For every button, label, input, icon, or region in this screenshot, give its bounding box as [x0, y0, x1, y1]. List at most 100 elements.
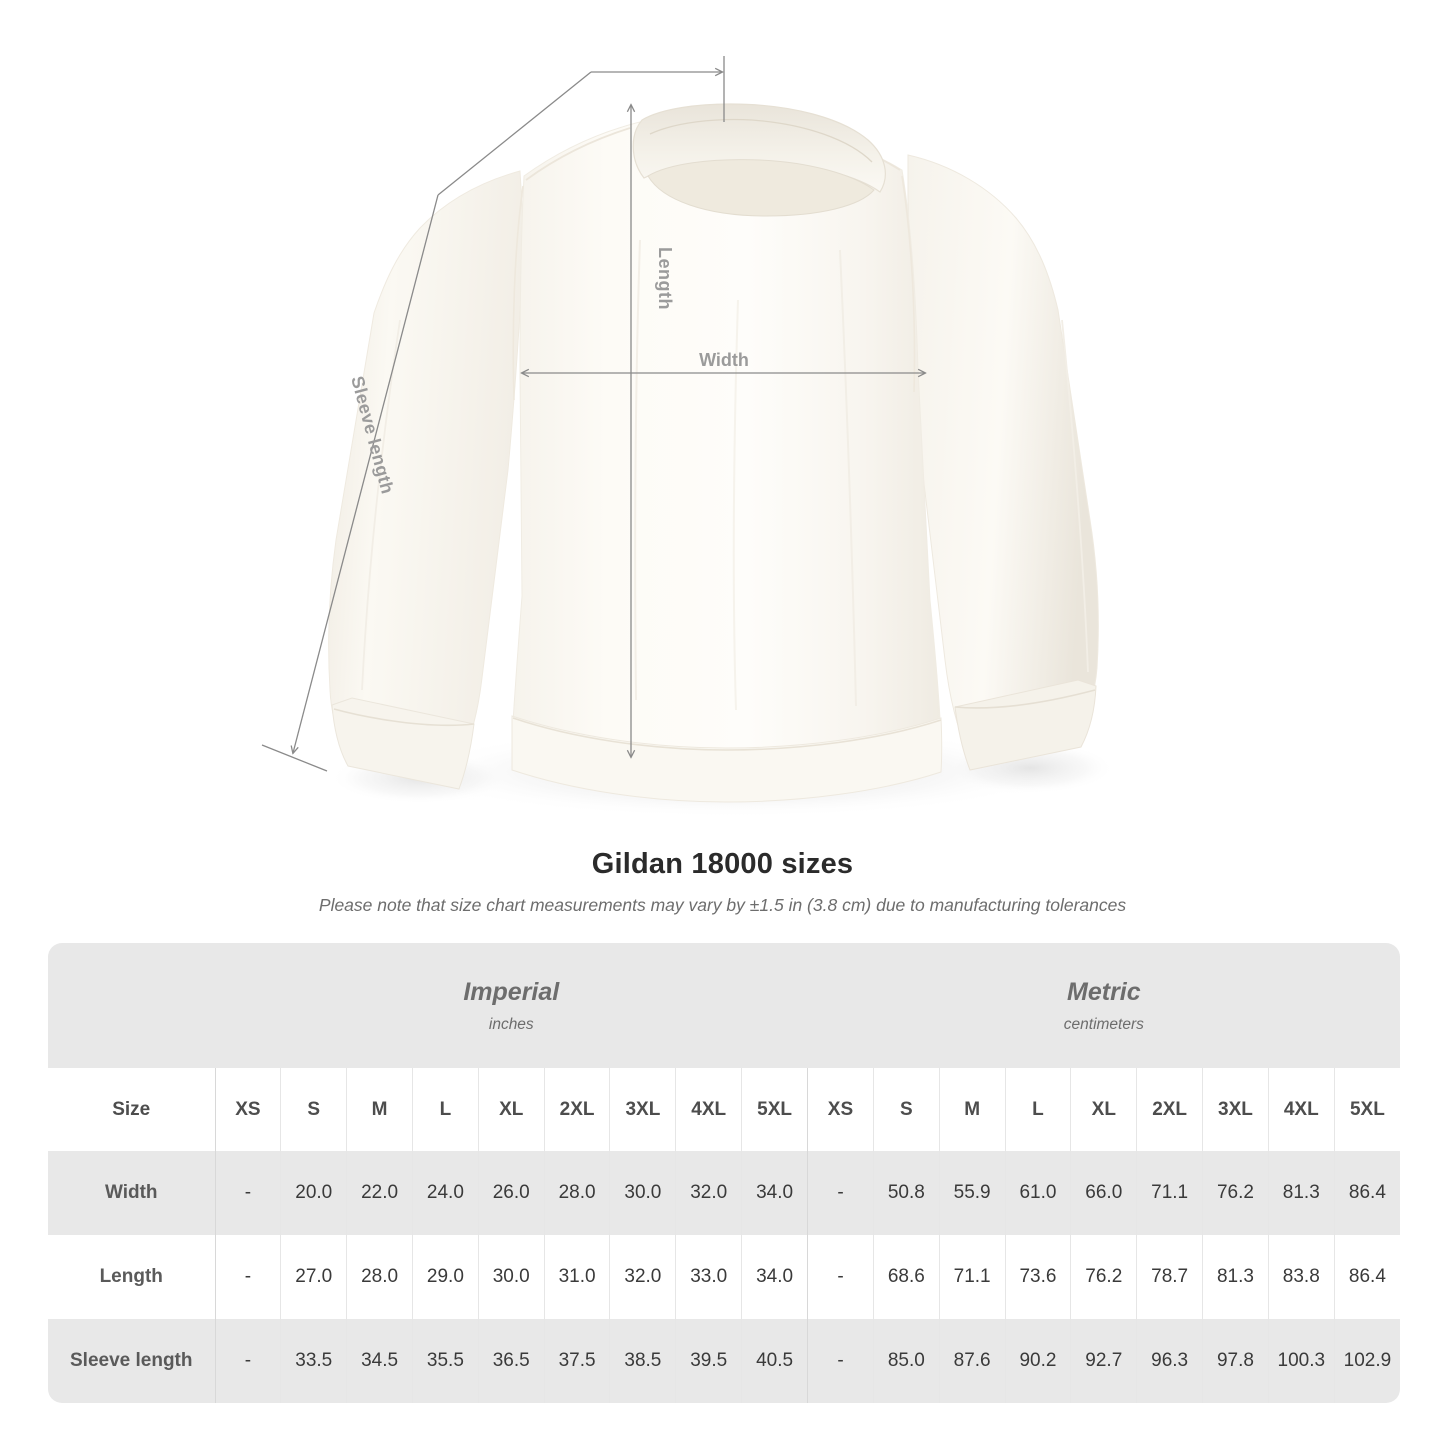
cell-length-metric-5xl: 86.4 [1333, 1235, 1401, 1319]
cell-length-imperial-5xl: 34.0 [741, 1235, 808, 1319]
size-header-imperial-s: S [280, 1068, 347, 1151]
table-row: Sleeve length -33.5 34.5 35.5 36.5 37.5 38.5 39… [48, 1319, 1401, 1403]
cell-length-imperial-m: 28.0 [346, 1235, 413, 1319]
table-row: Width -20.0 22.0 24.0 26.0 28.0 30.0 32.0 34.0-5… [48, 1151, 1401, 1235]
right-armhole-seam [901, 175, 916, 393]
left-armhole-seam [512, 185, 524, 401]
size-chart-table-container: Imperial inches Metric centimeters Size XS S M L… [48, 943, 1401, 1403]
cell-sleeve-length-metric-4xl: 100.3 [1267, 1319, 1335, 1403]
right-sleeve [907, 154, 1099, 753]
cell-length-metric-3xl: 81.3 [1202, 1235, 1269, 1319]
size-header-metric-s: S [872, 1068, 940, 1151]
table-row: Length -27.0 28.0 29.0 30.0 31.0 32.0 33.0 34.0-… [48, 1235, 1401, 1319]
row-label-length: Length [48, 1235, 215, 1319]
hem-seam [512, 717, 942, 751]
cell-length-imperial-s: 27.0 [280, 1235, 347, 1319]
cell-length-imperial-4xl: 33.0 [675, 1235, 742, 1319]
cell-sleeve-length-imperial-xl: 36.5 [477, 1319, 545, 1403]
sweatshirt-diagram: Length Width Sleeve length [261, 56, 1115, 818]
cell-length-imperial-3xl: 32.0 [609, 1235, 676, 1319]
cell-width-metric-3xl: 76.2 [1202, 1151, 1269, 1235]
cell-width-metric-l: 61.0 [1004, 1151, 1071, 1235]
unit-system-banner-row: Imperial inches Metric centimeters [48, 943, 1401, 1068]
cell-sleeve-length-imperial-4xl: 39.5 [675, 1319, 742, 1403]
unit-system-unit: centimeters [1063, 1015, 1144, 1033]
size-header-imperial-m: M [346, 1068, 413, 1151]
cell-length-imperial-2xl: 31.0 [543, 1235, 610, 1319]
sleeve-guide-upper [437, 71, 592, 196]
size-header-imperial-5xl: 5XL [741, 1068, 808, 1151]
cell-sleeve-length-metric-l: 90.2 [1004, 1319, 1071, 1403]
cell-length-metric-xs: - [807, 1235, 874, 1319]
cell-sleeve-length-imperial-xs: - [214, 1319, 281, 1403]
cell-length-imperial-l: 29.0 [411, 1235, 479, 1319]
cell-width-imperial-3xl: 30.0 [609, 1151, 676, 1235]
size-header-imperial-xs: XS [214, 1068, 281, 1151]
cell-sleeve-length-metric-m: 87.6 [938, 1319, 1006, 1403]
cell-sleeve-length-imperial-l: 35.5 [411, 1319, 479, 1403]
cell-length-imperial-xs: - [214, 1235, 281, 1319]
size-header-metric-5xl: 5XL [1333, 1068, 1401, 1151]
row-label-width: Width [48, 1151, 215, 1235]
cell-width-metric-5xl: 86.4 [1333, 1151, 1401, 1235]
left-shoulder-seam [525, 127, 631, 181]
unit-system-unit: inches [488, 1015, 534, 1033]
sleeve-guide-line [293, 194, 439, 753]
size-header-imperial-l: L [411, 1068, 479, 1151]
cell-length-metric-s: 68.6 [872, 1235, 940, 1319]
cell-width-imperial-xl: 26.0 [477, 1151, 545, 1235]
cell-sleeve-length-imperial-m: 34.5 [346, 1319, 413, 1403]
cell-width-metric-s: 50.8 [872, 1151, 940, 1235]
row-label-sleeve-length: Sleeve length [48, 1319, 215, 1403]
cell-width-imperial-l: 24.0 [411, 1151, 479, 1235]
cell-length-metric-l: 73.6 [1004, 1235, 1071, 1319]
size-header-imperial-3xl: 3XL [609, 1068, 676, 1151]
cell-sleeve-length-imperial-s: 33.5 [280, 1319, 347, 1403]
width-label: Width [699, 350, 749, 370]
left-sleeve [328, 170, 525, 771]
length-label: Length [655, 247, 675, 310]
fold-2 [839, 249, 857, 707]
size-header-metric-xs: XS [807, 1068, 874, 1151]
cell-sleeve-length-metric-5xl: 102.9 [1333, 1319, 1401, 1403]
unit-banner-spacer [48, 943, 215, 1068]
cuff-tick [261, 744, 328, 772]
size-header-imperial-2xl: 2XL [543, 1068, 610, 1151]
cell-width-imperial-xs: - [214, 1151, 281, 1235]
cell-length-metric-xl: 76.2 [1070, 1235, 1137, 1319]
size-header-row: Size XS S M L XL 2XL 3XL 4XL 5XL XS S M L XL 2XL 3XL 4XL 5… [48, 1068, 1401, 1151]
unit-system-cell-metric: Metric centimeters [807, 943, 1401, 1068]
cell-sleeve-length-metric-3xl: 97.8 [1202, 1319, 1269, 1403]
fold-sleeve-right [1061, 319, 1089, 673]
unit-system-cell-imperial: Imperial inches [215, 943, 808, 1068]
left-cuff [331, 697, 475, 790]
size-chart-table: Imperial inches Metric centimeters Size XS S M L… [48, 943, 1401, 1403]
unit-system-name: Metric [1067, 978, 1141, 1007]
cell-width-imperial-s: 20.0 [280, 1151, 347, 1235]
cell-length-metric-m: 71.1 [938, 1235, 1006, 1319]
size-header-metric-xl: XL [1070, 1068, 1137, 1151]
size-header-imperial-4xl: 4XL [675, 1068, 742, 1151]
neck-opening [647, 159, 875, 217]
cell-width-metric-4xl: 81.3 [1267, 1151, 1335, 1235]
size-header-metric-l: L [1004, 1068, 1071, 1151]
cell-width-metric-m: 55.9 [938, 1151, 1006, 1235]
garment-body [511, 117, 942, 773]
cell-width-imperial-2xl: 28.0 [543, 1151, 610, 1235]
cell-length-metric-2xl: 78.7 [1136, 1235, 1203, 1319]
cell-width-imperial-5xl: 34.0 [741, 1151, 808, 1235]
cell-width-metric-2xl: 71.1 [1136, 1151, 1203, 1235]
cell-sleeve-length-metric-xl: 92.7 [1070, 1319, 1137, 1403]
size-header-metric-2xl: 2XL [1136, 1068, 1203, 1151]
cell-sleeve-length-imperial-3xl: 38.5 [609, 1319, 676, 1403]
size-header-metric-m: M [938, 1068, 1006, 1151]
cell-sleeve-length-metric-s: 85.0 [872, 1319, 940, 1403]
cell-width-metric-xs: - [807, 1151, 874, 1235]
collar-inner-edge [649, 118, 873, 163]
cell-sleeve-length-metric-xs: - [807, 1319, 874, 1403]
cell-sleeve-length-metric-2xl: 96.3 [1136, 1319, 1203, 1403]
size-header-imperial-xl: XL [477, 1068, 545, 1151]
cell-sleeve-length-imperial-2xl: 37.5 [543, 1319, 610, 1403]
right-cuff-seam [954, 689, 1096, 709]
size-header-metric-4xl: 4XL [1267, 1068, 1335, 1151]
